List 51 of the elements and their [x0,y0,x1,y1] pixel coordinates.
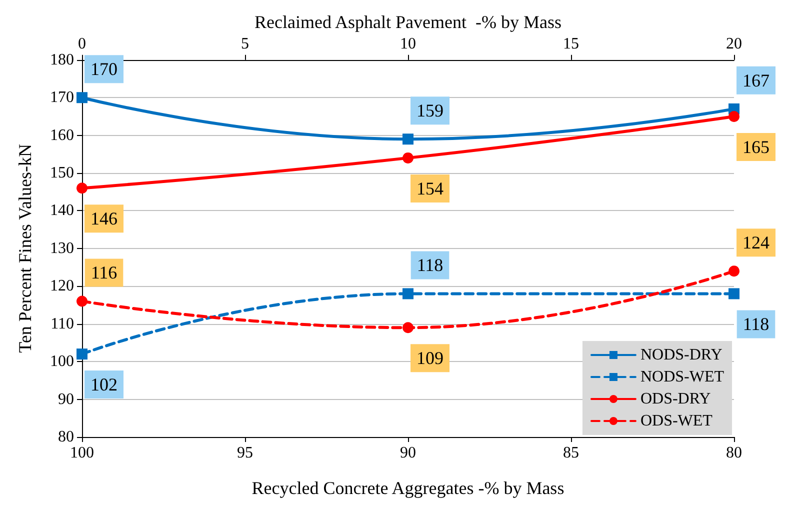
point [402,288,414,300]
y-tick-label: 160 [50,126,74,144]
point [728,288,740,300]
legend-label: ODS-DRY [640,390,712,408]
x2-tick-label: 0 [78,35,86,52]
y-axis-title: Ten Percent Fines Values-kN [15,144,35,353]
data-label: 118 [742,314,770,334]
data-label: 167 [742,70,770,90]
point [728,266,740,277]
y-tick-label: 130 [50,240,74,257]
y-tick-label: 120 [50,278,74,295]
x2-axis-title: Reclaimed Asphalt Pavement -% by Mass [254,12,562,32]
data-label: 124 [742,232,770,253]
y-tick-label: 90 [58,390,74,408]
point [402,322,414,334]
data-label: 170 [90,59,118,80]
x-tick-label: 95 [237,444,253,462]
point [76,182,88,194]
y-tick-label: 80 [58,428,74,446]
point [76,92,88,104]
y-tick-label: 100 [50,353,74,370]
point [402,134,414,145]
x2-tick-label: 10 [400,35,416,52]
legend-label: NODS-DRY [640,346,723,364]
legend-label: ODS-WET [640,412,713,430]
data-label: 146 [90,208,118,229]
legend-label: NODS-WET [640,368,724,386]
y-tick-label: 110 [50,315,74,332]
data-label: 118 [416,255,444,276]
y-tick-label: 170 [50,89,74,106]
data-label: 116 [90,262,118,283]
x-tick-label: 90 [400,444,416,462]
x-axis-title: Recycled Concrete Aggregates -% by Mass [252,478,564,498]
x-tick-label: 80 [726,444,742,462]
x2-tick-label: 15 [563,35,579,52]
x2-tick-label: 5 [241,35,249,52]
data-label: 154 [416,178,444,198]
data-label: 165 [742,136,770,157]
y-tick-label: 140 [50,202,74,220]
data-label: 109 [416,348,444,368]
data-label: 159 [416,100,444,121]
point [76,348,88,360]
point [76,296,88,307]
x-tick-label: 85 [563,444,579,462]
data-label: 102 [90,374,118,395]
point [402,152,414,164]
y-tick-label: 150 [50,164,74,182]
x2-tick-label: 20 [726,35,742,52]
y-tick-label: 180 [50,51,74,68]
x-tick-label: 100 [70,444,94,462]
point [728,110,740,122]
